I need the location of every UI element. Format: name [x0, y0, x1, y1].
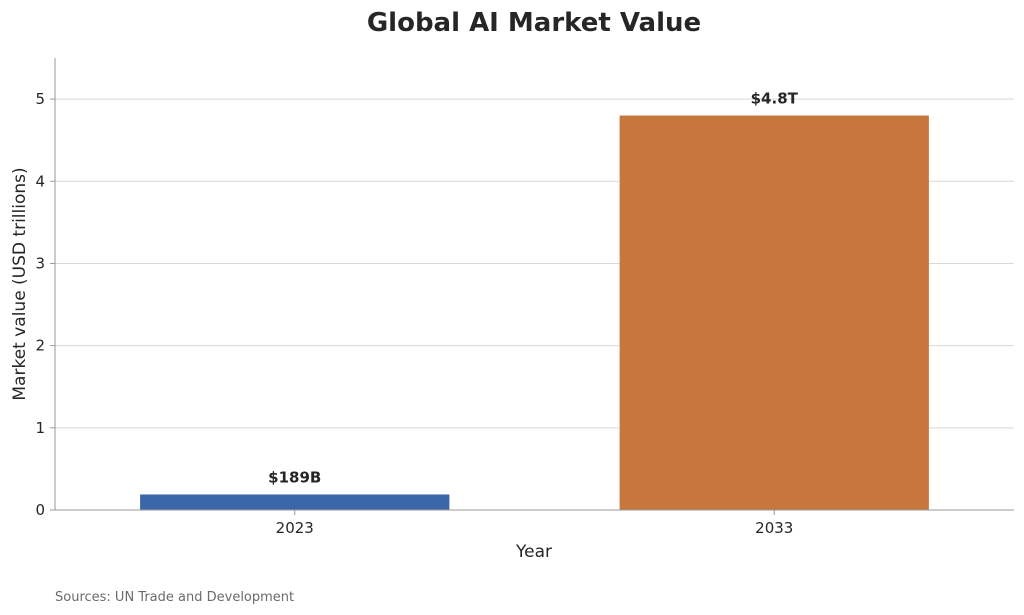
- y-tick-label: 1: [35, 419, 45, 437]
- y-tick-label: 3: [35, 254, 45, 272]
- y-tick-label: 5: [35, 90, 45, 108]
- y-tick-label: 4: [35, 172, 45, 190]
- bar-2033: [619, 115, 929, 510]
- bar-2023: [140, 494, 450, 510]
- data-label-2033: $4.8T: [751, 90, 799, 108]
- x-tick-label: 2033: [755, 519, 793, 537]
- y-tick-label: 0: [35, 501, 45, 519]
- chart-title: Global AI Market Value: [367, 8, 701, 38]
- x-axis-label: Year: [515, 542, 552, 562]
- bars: [140, 115, 929, 510]
- source-note: Sources: UN Trade and Development: [55, 590, 294, 605]
- y-ticks: 0 1 2 3 4 5: [35, 90, 55, 519]
- x-ticks: 2023 2033: [276, 510, 793, 537]
- data-label-2023: $189B: [268, 468, 321, 486]
- x-tick-label: 2023: [276, 519, 314, 537]
- y-tick-label: 2: [35, 337, 45, 355]
- y-axis-label: Market value (USD trillions): [10, 167, 30, 400]
- data-labels: $189B $4.8T: [268, 90, 798, 487]
